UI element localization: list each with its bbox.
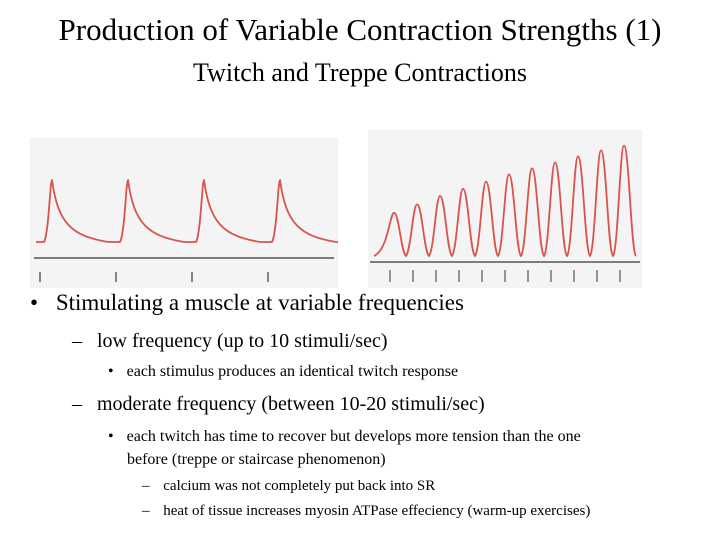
- bullet-text: each stimulus produces an identical twit…: [126, 363, 459, 380]
- dash-marker: –: [142, 503, 150, 519]
- bullet-marker: •: [108, 428, 114, 445]
- twitch-trace: [36, 179, 338, 243]
- bullet-text: moderate frequency (between 10-20 stimul…: [97, 393, 485, 415]
- bullet-text: low frequency (up to 10 stimuli/sec): [97, 330, 388, 352]
- bullet-level2: – moderate frequency (between 10-20 stim…: [72, 393, 485, 416]
- treppe-trace: [373, 144, 637, 258]
- bullet-level3: • each stimulus produces an identical tw…: [108, 363, 458, 381]
- dash-marker: –: [142, 478, 150, 494]
- bullet-text-continued: before (treppe or staircase phenomenon): [127, 451, 386, 468]
- twitch-trace-svg: [34, 179, 338, 282]
- bullet-marker: •: [30, 290, 39, 315]
- bullet-level4: – calcium was not completely put back in…: [142, 478, 435, 495]
- bullet-marker: •: [108, 363, 114, 380]
- slide-subtitle: Twitch and Treppe Contractions: [193, 58, 527, 87]
- treppe-trace-svg: [370, 144, 640, 282]
- bullet-text: heat of tissue increases myosin ATPase e…: [163, 503, 591, 519]
- bullet-level2: – low frequency (up to 10 stimuli/sec): [72, 330, 388, 353]
- bullet-level3: • each twitch has time to recover but de…: [108, 428, 581, 446]
- bullet-level4: – heat of tissue increases myosin ATPase…: [142, 503, 590, 520]
- twitch-graph: [30, 138, 338, 288]
- bullet-text: Stimulating a muscle at variable frequen…: [55, 290, 464, 315]
- treppe-graph: [368, 130, 642, 288]
- bullet-level1: • Stimulating a muscle at variable frequ…: [30, 290, 464, 316]
- slide-title: Production of Variable Contraction Stren…: [58, 12, 662, 47]
- bullet-text: calcium was not completely put back into…: [163, 478, 436, 494]
- dash-marker: –: [72, 330, 82, 352]
- bullet-text: each twitch has time to recover but deve…: [126, 428, 581, 445]
- dash-marker: –: [72, 393, 82, 415]
